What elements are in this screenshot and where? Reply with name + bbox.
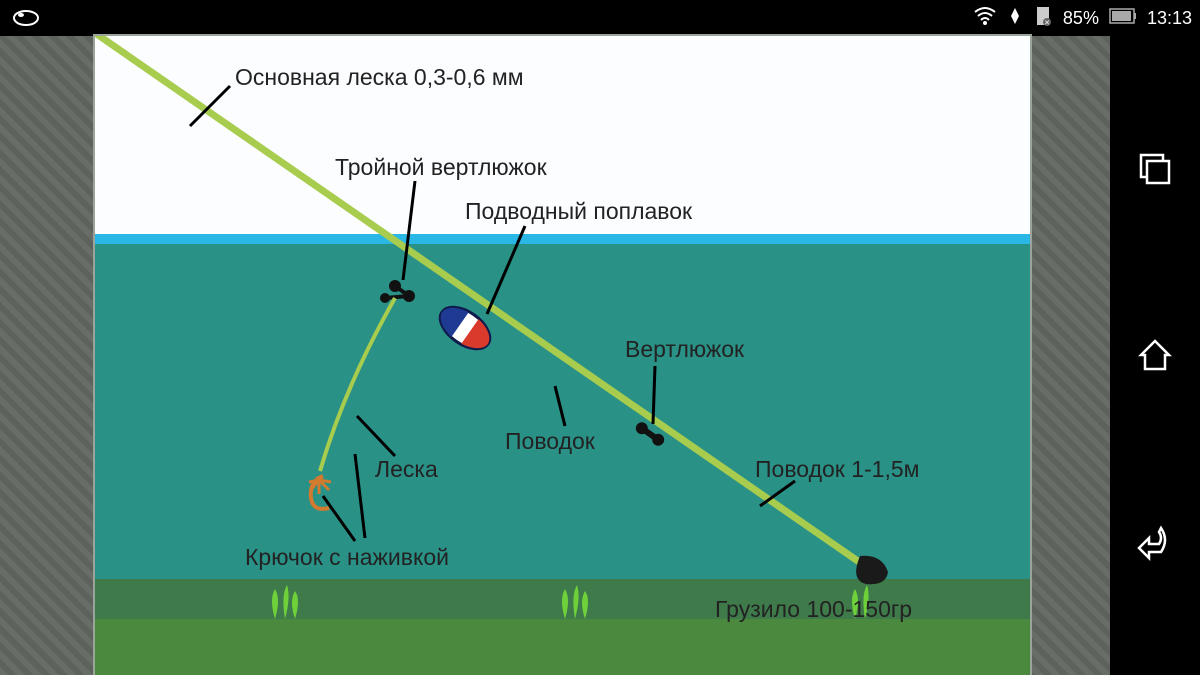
wifi-icon [973,6,997,31]
provider-icon [12,8,40,33]
label-triple-swivel: Тройной вертлюжок [335,154,547,181]
label-leader: Поводок [505,428,595,455]
fishing-rig-diagram: Основная леска 0,3-0,6 мм Тройной вертлю… [95,36,1030,675]
content-area: Основная леска 0,3-0,6 мм Тройной вертлю… [0,36,1110,675]
label-underwater-float: Подводный поплавок [465,198,692,225]
battery-icon [1109,8,1137,29]
battery-pct: 85% [1063,8,1099,29]
nav-bar [1110,36,1200,675]
label-main-line: Основная леска 0,3-0,6 мм [235,64,524,91]
clock-text: 13:13 [1147,8,1192,29]
diagram-svg [95,36,1030,675]
label-hook-bait: Крючок с наживкой [245,544,449,571]
recent-apps-button[interactable] [1135,149,1175,189]
status-bar: ✕ 85% 13:13 [0,0,1200,36]
label-swivel: Вертлюжок [625,336,744,363]
back-button[interactable] [1135,522,1175,562]
sd-card-icon: ✕ [1033,5,1053,32]
label-fishing-line: Леска [375,456,438,483]
label-sinker: Грузило 100-150гр [715,596,912,623]
signal-icon [1007,6,1023,31]
home-button[interactable] [1135,335,1175,375]
label-leader-len: Поводок 1-1,5м [755,456,919,483]
svg-text:✕: ✕ [1044,20,1050,27]
